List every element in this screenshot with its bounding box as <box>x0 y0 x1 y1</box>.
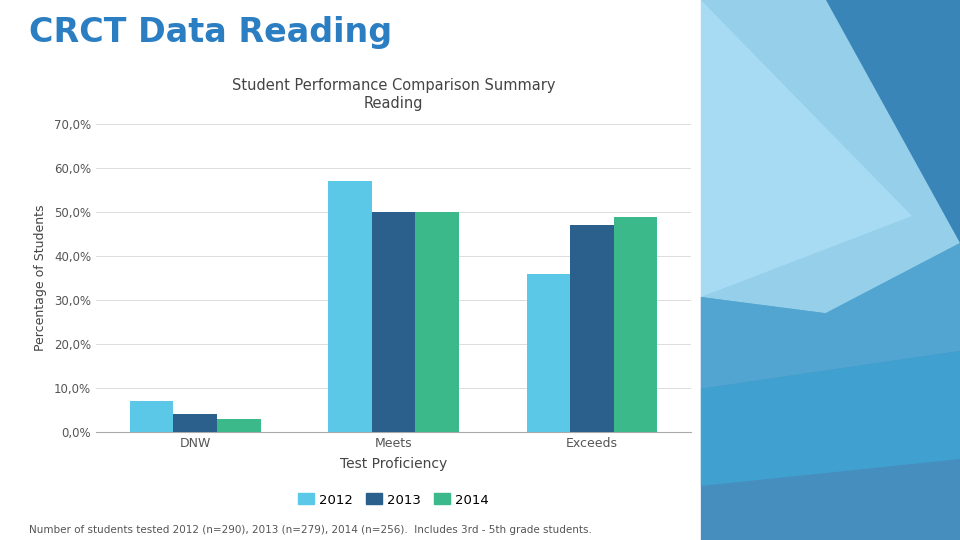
Legend: 2012, 2013, 2014: 2012, 2013, 2014 <box>293 488 494 512</box>
Bar <box>130 401 174 432</box>
Text: Number of students tested 2012 (n=290), 2013 (n=279), 2014 (n=256).  Includes 3r: Number of students tested 2012 (n=290), … <box>29 524 591 535</box>
Bar <box>174 414 217 432</box>
Text: CRCT Data Reading: CRCT Data Reading <box>29 16 392 49</box>
Polygon shape <box>701 243 960 389</box>
Text: Student Performance Comparison Summary
Reading: Student Performance Comparison Summary R… <box>232 78 555 111</box>
Polygon shape <box>701 0 912 297</box>
Bar <box>613 217 658 432</box>
Bar <box>372 212 416 432</box>
Polygon shape <box>701 0 960 540</box>
Y-axis label: Percentage of Students: Percentage of Students <box>34 205 47 352</box>
Bar <box>416 212 459 432</box>
Polygon shape <box>701 351 960 486</box>
Bar <box>526 274 570 432</box>
Bar <box>328 181 372 432</box>
X-axis label: Test Proficiency: Test Proficiency <box>340 457 447 471</box>
Bar <box>217 419 261 432</box>
Polygon shape <box>701 243 960 540</box>
Polygon shape <box>826 0 960 243</box>
Bar <box>570 225 613 432</box>
